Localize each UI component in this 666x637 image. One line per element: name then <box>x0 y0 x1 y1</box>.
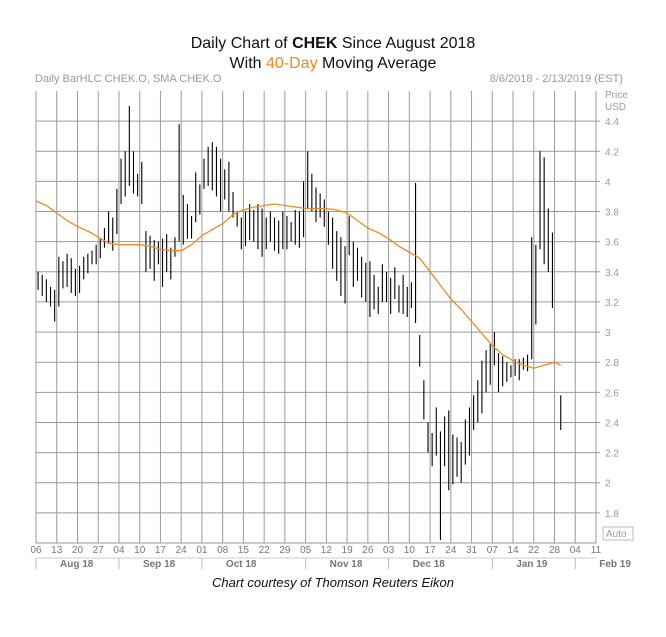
y-tick-label: 4.2 <box>605 147 619 158</box>
y-tick-label: 3.2 <box>605 298 619 309</box>
x-tick-label: 05 <box>300 545 312 556</box>
x-tick-label: 17 <box>425 545 437 556</box>
x-tick-label: 04 <box>570 545 582 556</box>
y-axis-unit: USD <box>605 102 626 113</box>
month-label: Aug 18 <box>60 559 94 570</box>
y-axis-title: Price <box>605 90 628 101</box>
y-tick-label: 3.6 <box>605 238 619 249</box>
x-tick-label: 27 <box>93 545 105 556</box>
month-label: Oct 18 <box>226 559 257 570</box>
month-label: Nov 18 <box>330 559 363 570</box>
x-tick-label: 19 <box>342 545 354 556</box>
x-tick-label: 24 <box>176 545 188 556</box>
y-tick-label: 2.2 <box>605 449 619 460</box>
month-label: Sep 18 <box>143 559 176 570</box>
y-tick-label: 1.8 <box>605 509 619 520</box>
chart-title-line1: Daily Chart of CHEK Since August 2018 <box>190 35 476 52</box>
y-tick-label: 2.4 <box>605 418 619 429</box>
x-tick-label: 10 <box>134 545 146 556</box>
y-tick-label: 4.4 <box>605 117 619 128</box>
auto-button[interactable] <box>602 526 634 541</box>
ticker: CHEK <box>292 35 338 52</box>
x-tick-label: 04 <box>113 545 125 556</box>
x-tick-label: 08 <box>217 545 229 556</box>
x-tick-label: 22 <box>528 545 540 556</box>
month-label: Jan 19 <box>516 559 548 570</box>
sma-line <box>35 200 561 369</box>
y-tick-label: 4 <box>605 177 611 188</box>
y-tick-label: 3 <box>605 328 611 339</box>
x-tick-label: 13 <box>51 545 63 556</box>
x-tick-label: 11 <box>591 545 602 556</box>
date-range: 8/6/2018 - 2/13/2019 (EST) <box>489 73 623 85</box>
series-label: Daily BarHLC CHEK.O, SMA CHEK.O <box>35 73 222 85</box>
x-tick-label: 22 <box>259 545 271 556</box>
y-tick-label: 2.6 <box>605 388 619 399</box>
auto-label: Auto <box>606 529 627 540</box>
y-tick-label: 2 <box>605 479 611 490</box>
x-tick-label: 29 <box>279 545 291 556</box>
month-label: Feb 19 <box>599 559 631 570</box>
chart-credit: Chart courtesy of Thomson Reuters Eikon <box>211 575 455 590</box>
month-axis: Aug 18 Sep 18 Oct 18 Nov 18 Dec 18 Jan 19 Feb … <box>35 557 631 570</box>
x-tick-label: 26 <box>362 545 374 556</box>
x-axis: 06 13 20 27 04 10 17 24 01 08 15 22 29 05 12 19 26 03 10 17… <box>30 545 601 556</box>
x-tick-label: 12 <box>321 545 333 556</box>
y-tick-label: 3.8 <box>605 208 619 219</box>
month-label: Dec 18 <box>413 559 446 570</box>
x-tick-label: 03 <box>383 545 395 556</box>
x-tick-label: 24 <box>445 545 457 556</box>
chart-title-line2: With 40-Day Moving Average <box>229 55 437 72</box>
x-tick-label: 14 <box>507 545 519 556</box>
y-tick-label: 3.4 <box>605 268 619 279</box>
x-tick-label: 01 <box>196 545 208 556</box>
x-tick-label: 28 <box>549 545 561 556</box>
ma-label: 40-Day <box>265 55 318 72</box>
x-tick-label: 31 <box>466 545 478 556</box>
x-tick-label: 15 <box>238 545 250 556</box>
x-tick-label: 20 <box>72 545 84 556</box>
x-tick-label: 07 <box>487 545 499 556</box>
x-tick-label: 17 <box>155 545 167 556</box>
x-tick-label: 10 <box>404 545 416 556</box>
y-tick-label: 2.8 <box>605 358 619 369</box>
x-tick-label: 06 <box>30 545 42 556</box>
y-axis: 4.4 4.2 4 3.8 3.6 3.4 3.2 3 2.8 2.6 2.4 2.2 2 1.8 <box>605 117 619 520</box>
price-bars <box>37 106 562 540</box>
